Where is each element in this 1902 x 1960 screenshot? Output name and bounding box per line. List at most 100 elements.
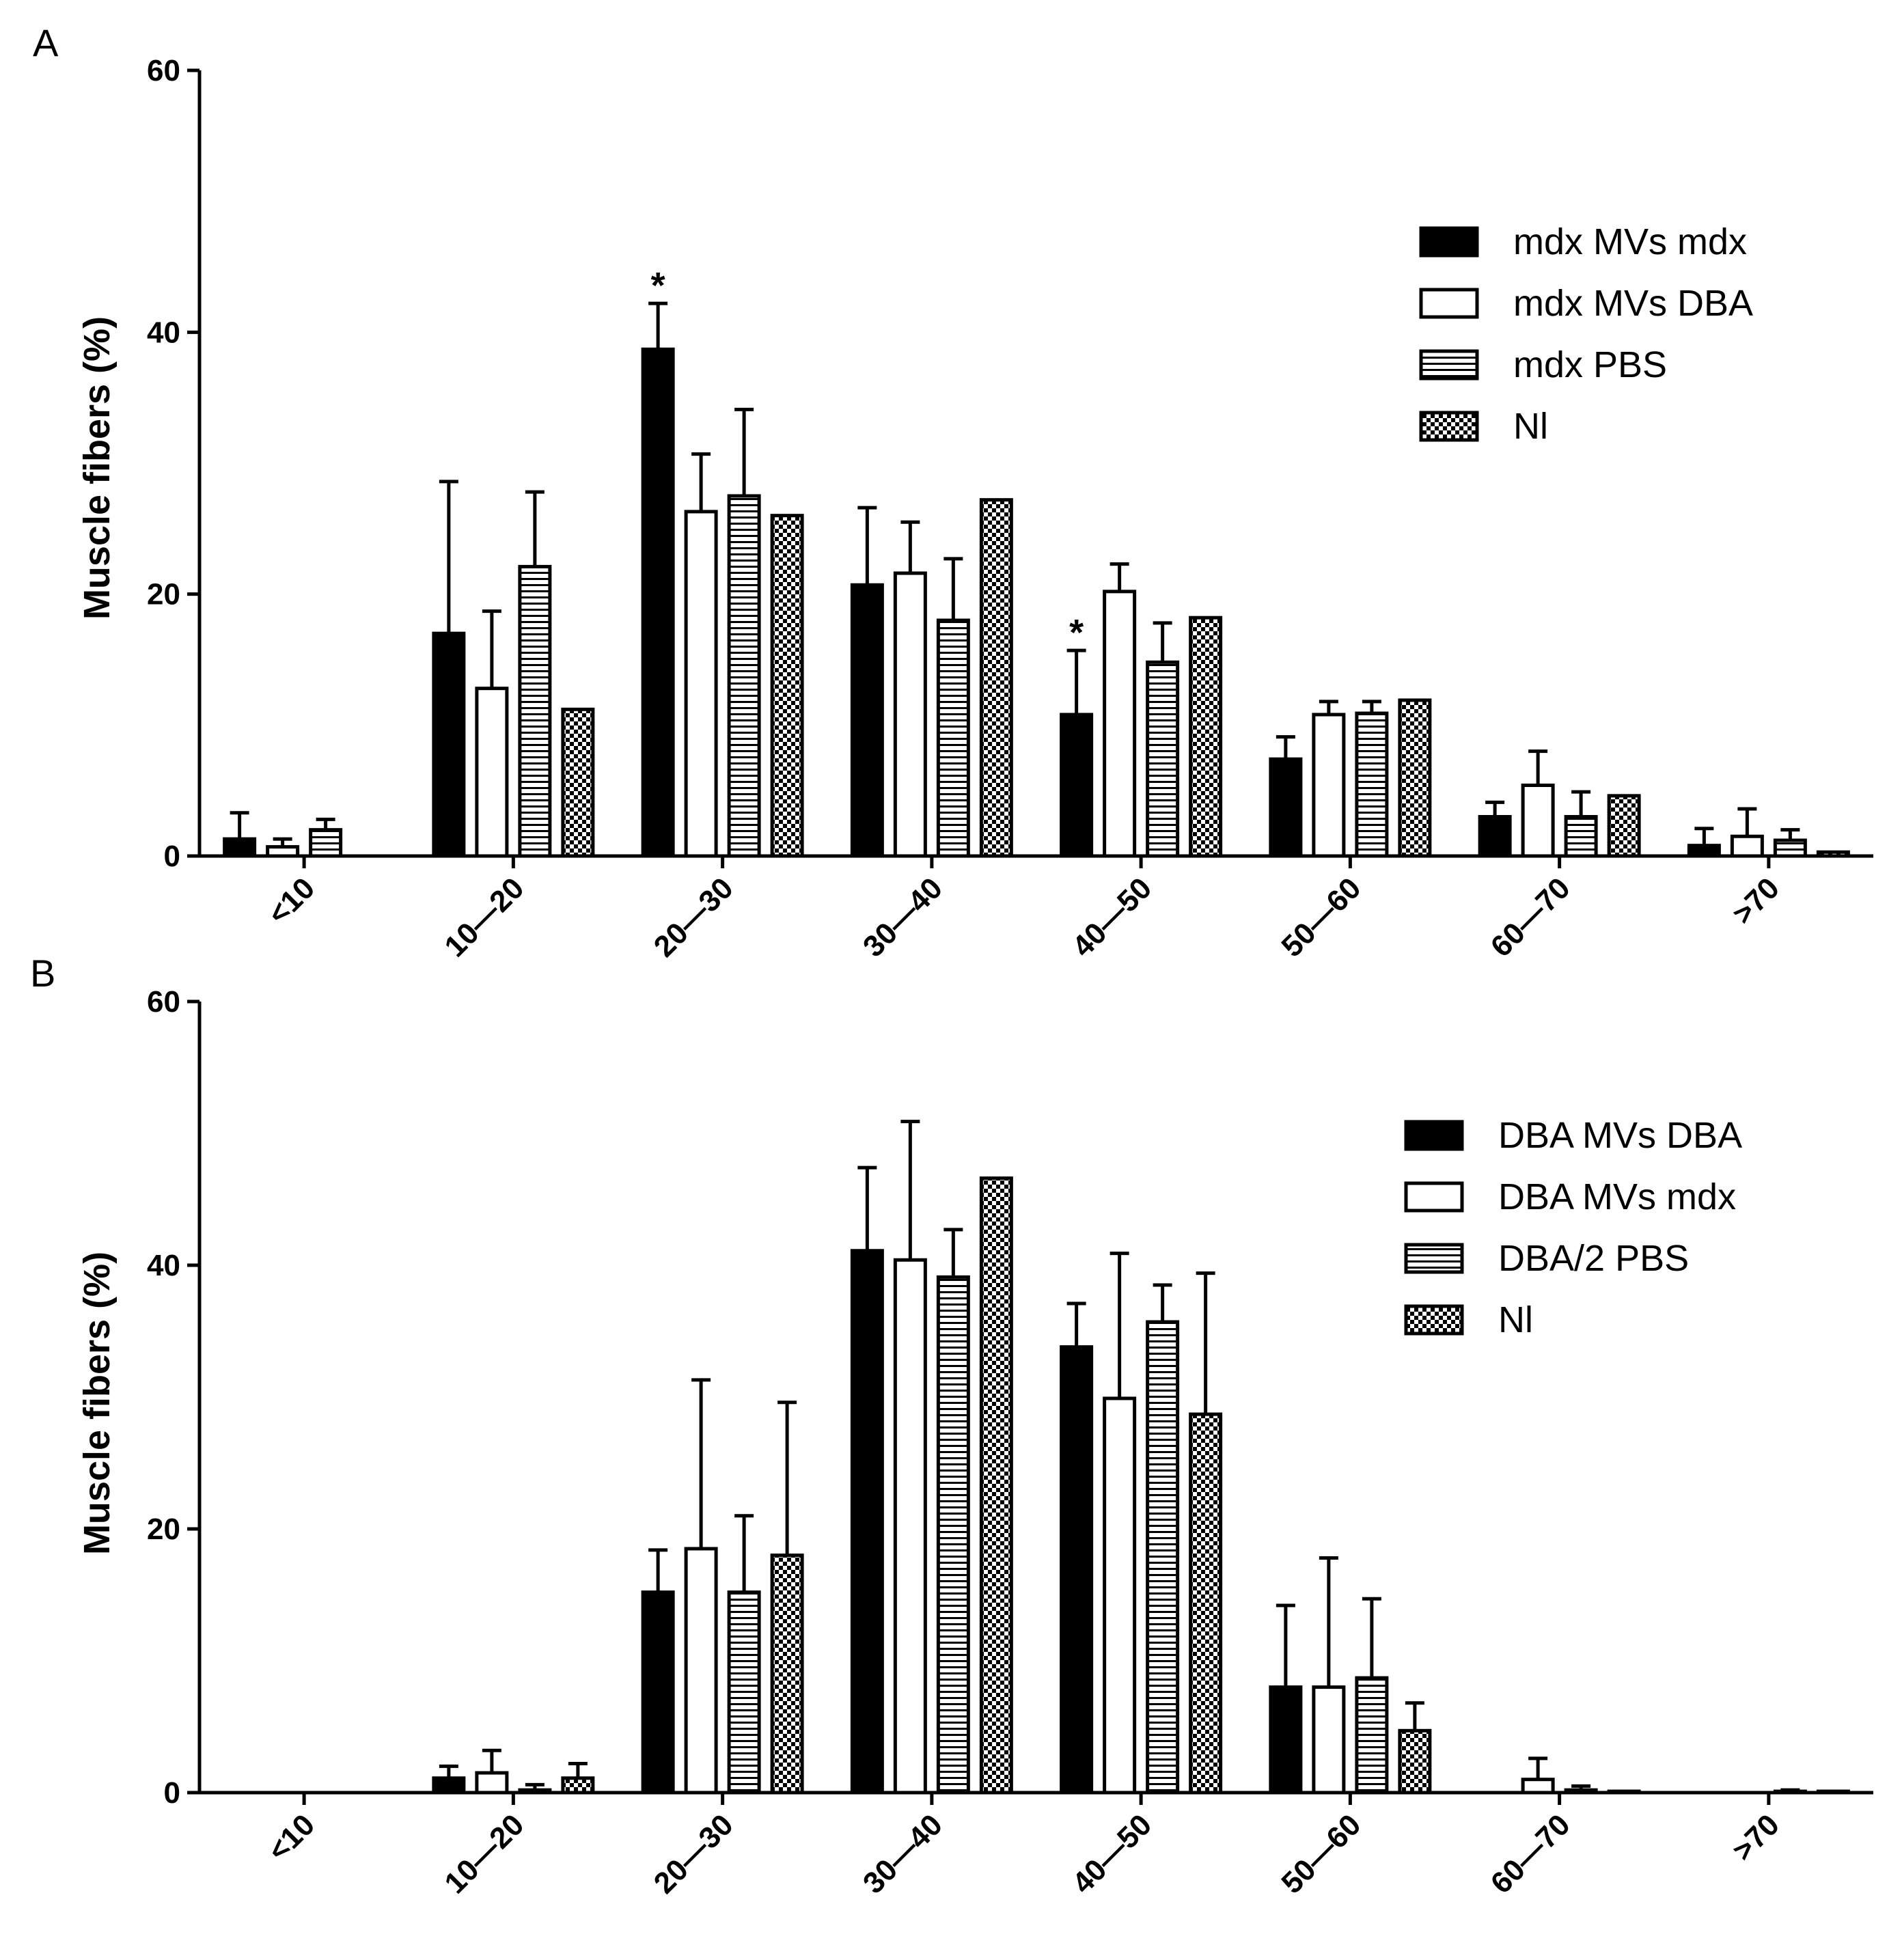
panel-b-bar xyxy=(979,1176,1013,1795)
panel-b-legend-label: DBA MVs DBA xyxy=(1498,1115,1742,1156)
panel-a-bar xyxy=(1269,757,1303,858)
panel-b-label: B xyxy=(30,952,55,995)
panel-a-legend-item: mdx MVs mdx xyxy=(1419,221,1747,262)
panel-a-significance-mark: * xyxy=(651,265,665,306)
panel-a-category-label: 50—60 xyxy=(1275,871,1367,963)
panel-b-ylabel: Muscle fibers (%) xyxy=(77,1252,118,1555)
panel-a-y-tick-label: 60 xyxy=(147,54,180,87)
panel-a-plot: 0 20 40 60 <10 10—20 20—30 30—40 40—50 50—60 60—70… xyxy=(147,54,1873,963)
panel-b-bar xyxy=(1607,1789,1641,1795)
panel-a-bar xyxy=(518,564,552,858)
panel-b-y-title: Muscle fibers (%) xyxy=(77,1252,118,1555)
panel-a-bar xyxy=(641,347,675,858)
panel-a-category-label: 60—70 xyxy=(1485,871,1577,963)
panel-a-y-tick-label: 40 xyxy=(147,316,180,349)
panel-b-legend-label: DBA/2 PBS xyxy=(1498,1238,1689,1279)
panel-b-y-tick-label: 0 xyxy=(164,1776,180,1810)
panel-a-bar xyxy=(1189,616,1223,858)
panel-b-bar xyxy=(1398,1728,1432,1795)
panel-b-category-label: 50—60 xyxy=(1275,1808,1367,1900)
panel-b-legend: DBA MVs DBA DBA MVs mdx DBA/2 PBS Nl xyxy=(1404,1115,1742,1340)
panel-b-bar xyxy=(893,1258,927,1795)
panel-a-category-label: 10—20 xyxy=(438,871,530,963)
panel-b-bar xyxy=(770,1554,804,1795)
panel-b-category-label: 20—30 xyxy=(648,1808,740,1900)
panel-b-bar xyxy=(1103,1396,1137,1795)
panel-b-category-label: 10—20 xyxy=(438,1808,530,1900)
panel-b-bar xyxy=(432,1776,466,1795)
panel-a-bar xyxy=(1687,844,1721,858)
panel-a-category-label: 40—50 xyxy=(1066,871,1158,963)
panel-a-bar xyxy=(1355,711,1389,858)
panel-b-legend-swatch xyxy=(1404,1181,1464,1213)
panel-b: B Muscle fibers (%) 0 20 40 60 <10 10—20 20—30… xyxy=(30,952,1873,1900)
panel-b-bar xyxy=(1564,1788,1598,1795)
panel-a-significance-mark: * xyxy=(1069,612,1084,653)
panel-b-bar xyxy=(727,1590,761,1795)
panel-a-bar xyxy=(1773,838,1807,858)
panel-b-bar xyxy=(1816,1789,1850,1795)
panel-a-bar xyxy=(1398,698,1432,858)
panel-a-bar xyxy=(770,514,804,858)
panel-b-legend-swatch xyxy=(1404,1243,1464,1274)
panel-a-label: A xyxy=(33,21,59,64)
panel-a-y-tick-label: 20 xyxy=(147,578,180,611)
panel-b-category-label: 40—50 xyxy=(1066,1808,1158,1900)
panel-b-legend-item: DBA MVs mdx xyxy=(1404,1176,1736,1217)
panel-a-y-title: Muscle fibers (%) xyxy=(77,316,118,620)
panel-b-legend-label: DBA MVs mdx xyxy=(1498,1176,1736,1217)
panel-b-legend-swatch xyxy=(1404,1120,1464,1151)
panel-b-legend-swatch xyxy=(1404,1304,1464,1336)
panel-b-bar xyxy=(561,1776,595,1795)
panel-a-legend-swatch xyxy=(1419,411,1479,442)
panel-a: A Muscle fibers (%) 0 20 40 60 <10 10—20 20—30… xyxy=(33,21,1873,963)
panel-a-legend-swatch xyxy=(1419,288,1479,319)
panel-b-category-label: 60—70 xyxy=(1485,1808,1577,1900)
panel-b-bar xyxy=(1060,1345,1094,1795)
panel-a-bar xyxy=(1103,590,1137,858)
panel-a-bar xyxy=(309,828,343,858)
panel-a-bar xyxy=(1521,784,1555,858)
panel-b-legend-item: DBA MVs DBA xyxy=(1404,1115,1742,1156)
panel-a-bar xyxy=(727,494,761,858)
panel-a-legend-item: mdx MVs DBA xyxy=(1419,283,1753,324)
panel-a-legend-swatch xyxy=(1419,349,1479,381)
panel-a-bar xyxy=(1312,713,1346,858)
panel-a-category-label: 30—40 xyxy=(857,871,949,963)
panel-b-legend-item: DBA/2 PBS xyxy=(1404,1238,1689,1279)
panel-b-bar xyxy=(1521,1778,1555,1795)
panel-b-bar xyxy=(641,1590,675,1795)
panel-a-bar xyxy=(1730,834,1764,858)
panel-a-legend-item: Nl xyxy=(1419,406,1548,447)
panel-a-ylabel: Muscle fibers (%) xyxy=(77,316,118,620)
panel-b-bar xyxy=(1269,1685,1303,1795)
panel-b-bar xyxy=(475,1771,509,1795)
panel-a-bar xyxy=(1816,850,1850,858)
panel-a-category-label: 20—30 xyxy=(648,871,740,963)
panel-a-bar xyxy=(850,583,884,858)
panel-b-plot: 0 20 40 60 <10 10—20 20—30 30—40 40—50 50—60 60—70… xyxy=(147,985,1873,1900)
panel-a-bar xyxy=(893,571,927,858)
panel-a-legend-label: mdx MVs DBA xyxy=(1513,283,1753,324)
panel-a-legend-label: Nl xyxy=(1513,406,1548,447)
panel-a-bar xyxy=(432,631,466,858)
panel-a-bar xyxy=(1478,815,1512,858)
panel-a-category-label: <10 xyxy=(262,871,321,930)
panel-a-bar xyxy=(979,498,1013,858)
panel-a-category-label: >70 xyxy=(1726,871,1786,930)
panel-a-bar xyxy=(1146,660,1180,858)
panel-b-bar xyxy=(1355,1676,1389,1795)
panel-a-bar xyxy=(475,687,509,858)
panel-b-category-label: <10 xyxy=(262,1808,321,1867)
panel-a-bar xyxy=(561,707,595,858)
panel-b-bar xyxy=(936,1275,970,1795)
panel-a-legend: mdx MVs mdx mdx MVs DBA mdx PBS Nl xyxy=(1419,221,1753,447)
panel-b-category-label: >70 xyxy=(1726,1808,1786,1867)
panel-a-bar xyxy=(1607,794,1641,858)
panel-a-bar xyxy=(684,510,718,858)
panel-a-bar xyxy=(223,837,257,858)
panel-b-legend-label: Nl xyxy=(1498,1299,1533,1340)
panel-a-bar xyxy=(266,845,300,858)
panel-a-legend-item: mdx PBS xyxy=(1419,344,1667,385)
